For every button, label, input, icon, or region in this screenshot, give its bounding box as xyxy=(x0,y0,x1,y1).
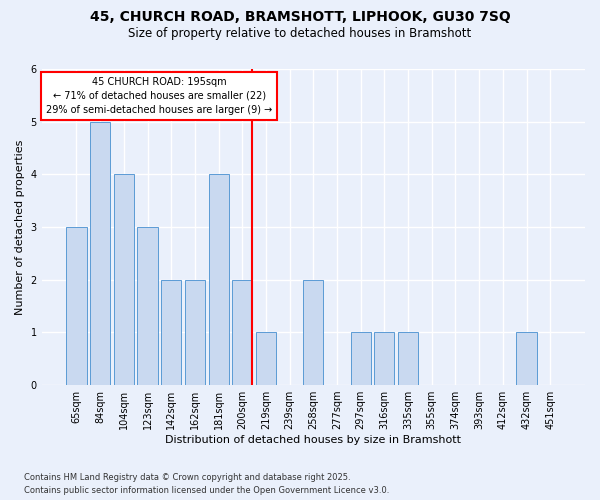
Bar xyxy=(256,332,276,385)
Bar xyxy=(517,332,536,385)
Bar xyxy=(185,280,205,385)
Bar xyxy=(398,332,418,385)
Bar xyxy=(374,332,394,385)
Bar xyxy=(161,280,181,385)
Bar xyxy=(350,332,371,385)
Bar xyxy=(67,227,86,385)
Bar xyxy=(232,280,253,385)
Bar xyxy=(90,122,110,385)
X-axis label: Distribution of detached houses by size in Bramshott: Distribution of detached houses by size … xyxy=(166,435,461,445)
Text: 45 CHURCH ROAD: 195sqm
← 71% of detached houses are smaller (22)
29% of semi-det: 45 CHURCH ROAD: 195sqm ← 71% of detached… xyxy=(46,77,272,115)
Y-axis label: Number of detached properties: Number of detached properties xyxy=(15,140,25,314)
Bar xyxy=(209,174,229,385)
Text: 45, CHURCH ROAD, BRAMSHOTT, LIPHOOK, GU30 7SQ: 45, CHURCH ROAD, BRAMSHOTT, LIPHOOK, GU3… xyxy=(89,10,511,24)
Bar xyxy=(303,280,323,385)
Text: Contains HM Land Registry data © Crown copyright and database right 2025.
Contai: Contains HM Land Registry data © Crown c… xyxy=(24,474,389,495)
Bar xyxy=(114,174,134,385)
Bar xyxy=(137,227,158,385)
Text: Size of property relative to detached houses in Bramshott: Size of property relative to detached ho… xyxy=(128,28,472,40)
